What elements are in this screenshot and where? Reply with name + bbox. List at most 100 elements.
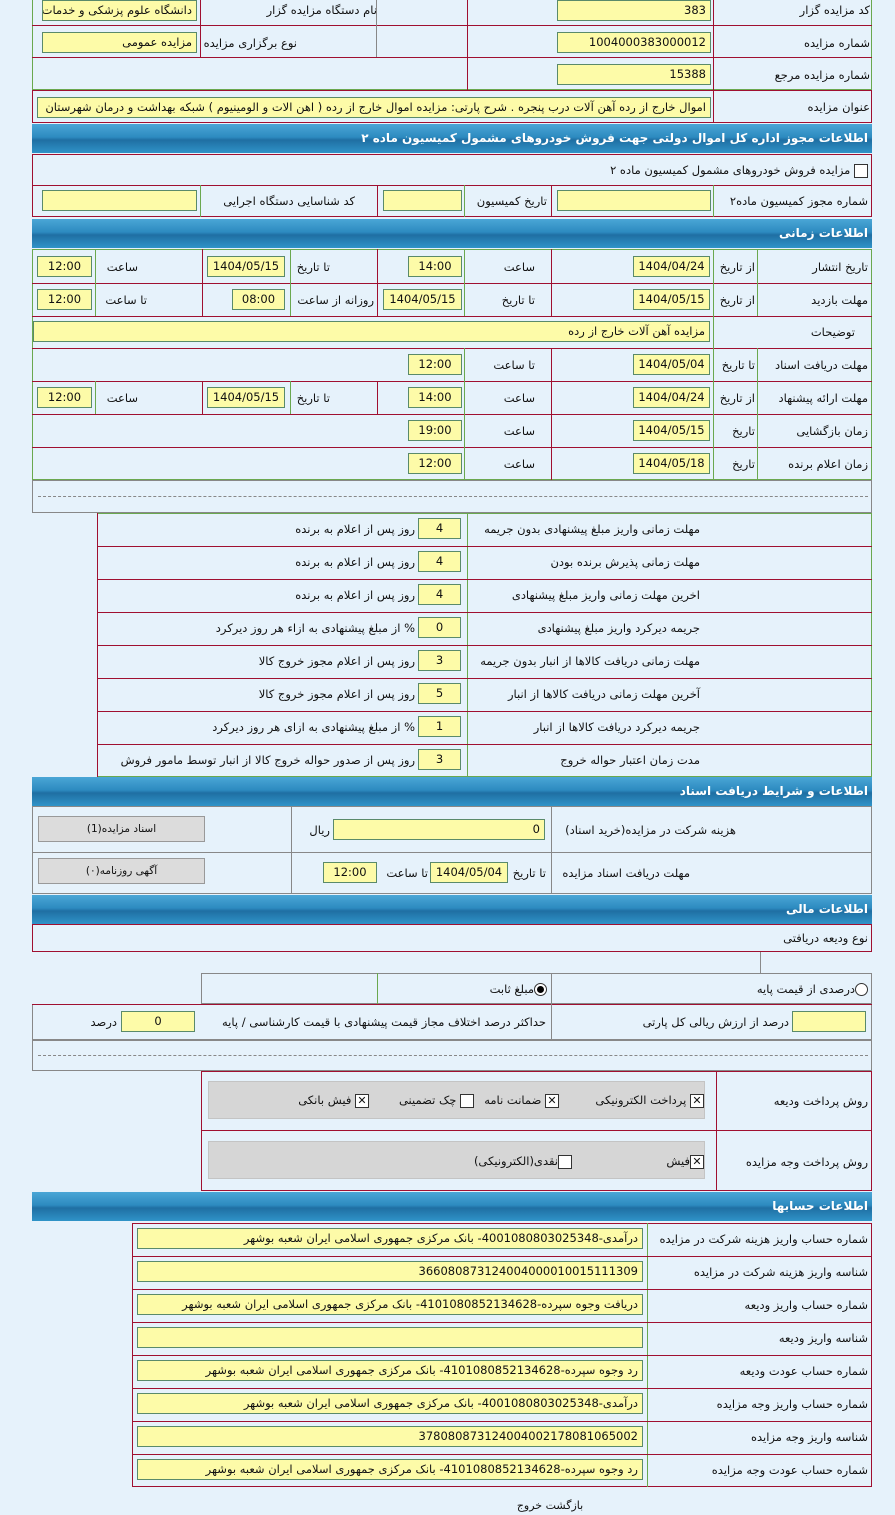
divider: [32, 447, 872, 448]
publish-from-time[interactable]: 14:00: [408, 256, 462, 277]
vehicle-checkbox-row[interactable]: مزایده فروش خودروهای مشمول کمیسیون ماده …: [610, 160, 868, 180]
payment-method-checkbox[interactable]: [558, 1154, 572, 1169]
newspaper-ad-button[interactable]: آگهی روزنامه(۰): [38, 858, 205, 884]
divider: [467, 0, 468, 90]
docs-to-time[interactable]: 12:00: [408, 354, 462, 375]
radio-percent-option[interactable]: درصدی از قیمت پایه: [757, 979, 868, 999]
bid-to-date[interactable]: 1404/05/15: [207, 387, 285, 408]
deposit-method-option[interactable]: ✕ پرداخت الکترونیکی: [595, 1090, 704, 1110]
account-value-field[interactable]: رد وجوه سپرده-4101080852134628- بانک مرک…: [137, 1459, 643, 1480]
bid-from-date[interactable]: 1404/04/24: [633, 387, 710, 408]
to-time-label: تا ساعت: [105, 293, 147, 307]
permit-number-label: شماره مجوز کمیسیون ماده۲: [729, 194, 868, 208]
divider: [757, 249, 758, 316]
docs-deadline-label: مهلت دریافت اسناد: [775, 358, 868, 372]
title-field[interactable]: اموال خارج از رده آهن آلات درب پنجره . ش…: [37, 97, 711, 118]
account-value-field[interactable]: درآمدی-4001080803025348- بانک مرکزی جمهو…: [137, 1228, 643, 1249]
account-label: شناسه واریز هزینه شرکت در مزایده: [693, 1265, 868, 1279]
accounts-header: اطلاعات حسابها: [32, 1192, 872, 1221]
winner-announce-date[interactable]: 1404/05/18: [633, 453, 710, 474]
agency-id-field[interactable]: [42, 190, 197, 211]
term-value-field[interactable]: 0: [418, 617, 461, 638]
opening-date[interactable]: 1404/05/15: [633, 420, 710, 441]
auction-number-field[interactable]: 1004000383000012: [557, 32, 711, 53]
account-value-field[interactable]: 366080873124004000010015111309: [137, 1261, 643, 1282]
deposit-method-checkbox[interactable]: ✕: [355, 1093, 369, 1108]
deposit-method-checkbox[interactable]: [460, 1093, 474, 1108]
radio-percent[interactable]: [855, 983, 868, 996]
payment-method-label: فیش: [666, 1154, 690, 1168]
permit-number-field[interactable]: [557, 190, 711, 211]
term-unit: روز پس از اعلام به برنده: [295, 588, 415, 602]
exit-link[interactable]: خروج: [516, 1499, 543, 1512]
deposit-method-checkbox[interactable]: ✕: [545, 1093, 559, 1108]
divider: [97, 645, 872, 646]
term-value-field[interactable]: 1: [418, 716, 461, 737]
deposit-method-checkbox[interactable]: ✕: [690, 1093, 704, 1108]
visit-to-date[interactable]: 1404/05/15: [383, 289, 462, 310]
account-value-field[interactable]: درآمدی-4001080803025348- بانک مرکزی جمهو…: [137, 1393, 643, 1414]
publish-label: تاریخ انتشار: [812, 260, 868, 274]
organizer-name-field[interactable]: دانشگاه علوم پزشکی و خدمات: [42, 0, 197, 21]
docs-to-time-field[interactable]: 12:00: [323, 862, 377, 883]
divider: [32, 25, 872, 26]
docs-to-date[interactable]: 1404/05/04: [633, 354, 710, 375]
term-label: مهلت زمانی واریز مبلغ پیشنهادی بدون جریم…: [484, 522, 700, 536]
timing-header: اطلاعات زمانی: [32, 219, 872, 248]
payment-method-checkbox[interactable]: ✕: [690, 1154, 704, 1169]
term-value-field[interactable]: 4: [418, 551, 461, 572]
term-unit: روز پس از صدور حواله خروج کالا از انبار …: [120, 753, 415, 767]
bid-to-time[interactable]: 12:00: [37, 387, 92, 408]
divider: [377, 381, 378, 414]
term-value-field[interactable]: 5: [418, 683, 461, 704]
spacer-row: [32, 480, 872, 513]
account-value-field[interactable]: دریافت وجوه سپرده-4101080852134628- بانک…: [137, 1294, 643, 1315]
organizer-code-field[interactable]: 383: [557, 0, 711, 21]
account-value-field[interactable]: 378080873124004002178081065002: [137, 1426, 643, 1447]
visit-daily-from-time[interactable]: 08:00: [232, 289, 285, 310]
term-value-field[interactable]: 3: [418, 749, 461, 770]
fee-field[interactable]: 0: [333, 819, 545, 840]
payment-method-label: روش پرداخت وجه مزایده: [745, 1155, 868, 1169]
bid-from-time[interactable]: 14:00: [408, 387, 462, 408]
auction-documents-button[interactable]: اسناد مزایده(1): [38, 816, 205, 842]
organizer-name-label: نام دستگاه مزایده گزار: [266, 3, 377, 17]
publish-from-date[interactable]: 1404/04/24: [633, 256, 710, 277]
visit-from-date[interactable]: 1404/05/15: [633, 289, 710, 310]
deposit-method-option[interactable]: ✕ فیش بانکی: [298, 1090, 369, 1110]
radio-fixed[interactable]: [534, 983, 547, 996]
term-value-field[interactable]: 4: [418, 518, 461, 539]
term-label: مهلت زمانی پذیرش برنده بودن: [550, 555, 700, 569]
deposit-method-label: فیش بانکی: [298, 1093, 352, 1107]
dashed-divider: [38, 1055, 868, 1056]
publish-to-date[interactable]: 1404/05/15: [207, 256, 285, 277]
divider: [713, 90, 714, 123]
account-value-field[interactable]: [137, 1327, 643, 1348]
deposit-method-option[interactable]: چک تضمینی: [399, 1090, 474, 1110]
winner-announce-time[interactable]: 12:00: [408, 453, 462, 474]
deposit-method-option[interactable]: ✕ ضمانت نامه: [484, 1090, 559, 1110]
spacer-row: [32, 1040, 872, 1071]
time-label: ساعت: [503, 424, 535, 438]
account-value-field[interactable]: رد وجوه سپرده-4101080852134628- بانک مرک…: [137, 1360, 643, 1381]
percent-field[interactable]: [792, 1011, 866, 1032]
payment-method-option[interactable]: ✕فیش: [666, 1151, 704, 1171]
description-field[interactable]: مزایده آهن آلات خارج از رده: [33, 321, 710, 342]
divider: [201, 1130, 872, 1131]
vehicle-checkbox[interactable]: [854, 163, 868, 178]
back-link[interactable]: بازگشت: [545, 1499, 584, 1512]
opening-time[interactable]: 19:00: [408, 420, 462, 441]
publish-to-time[interactable]: 12:00: [37, 256, 92, 277]
payment-method-option[interactable]: نقدی(الکترونیکی): [474, 1151, 572, 1171]
term-value-field[interactable]: 4: [418, 584, 461, 605]
visit-to-time[interactable]: 12:00: [37, 289, 92, 310]
reference-number-field[interactable]: 15388: [557, 64, 711, 85]
title-row: [32, 90, 872, 123]
auction-type-field[interactable]: مزایده عمومی: [42, 32, 197, 53]
radio-fixed-option[interactable]: مبلغ ثابت: [490, 979, 547, 999]
commission-date-field[interactable]: [383, 190, 462, 211]
docs-to-date-field[interactable]: 1404/05/04: [430, 862, 508, 883]
divider: [132, 1421, 872, 1422]
term-value-field[interactable]: 3: [418, 650, 461, 671]
max-diff-field[interactable]: 0: [121, 1011, 195, 1032]
